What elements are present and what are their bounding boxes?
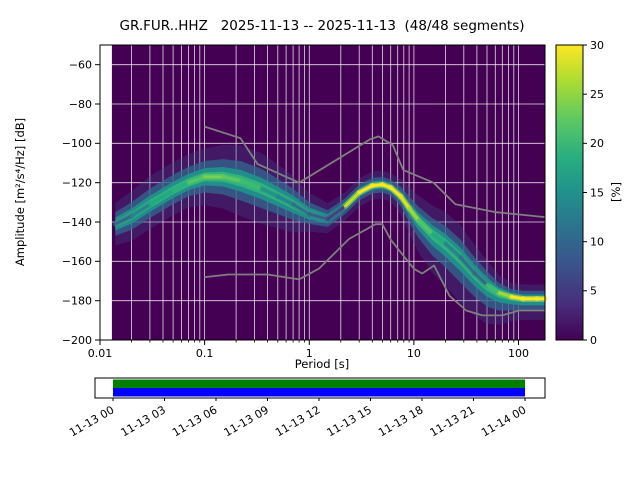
timeline-tick-label: 11-13 00: [67, 403, 116, 439]
low-noise-model-line: [204, 223, 545, 317]
timeline-tick-label: 11-13 09: [222, 403, 271, 439]
psd-mode-line: [221, 175, 242, 182]
timeline-tick-label: 11-13 15: [325, 403, 374, 439]
psd-mode-line: [148, 189, 175, 206]
y-tick-label: −100: [62, 137, 92, 150]
y-tick-label: −200: [62, 334, 92, 347]
x-tick-label: 0.1: [196, 347, 214, 360]
y-tick-label: −140: [62, 216, 92, 229]
x-tick-label: 0.01: [88, 347, 113, 360]
psd-mode-line: [370, 183, 384, 187]
colorbar-tick-label: 10: [590, 236, 604, 249]
colorbar: [555, 44, 584, 341]
psd-mode-line: [260, 187, 280, 198]
psd-mode-line: [326, 205, 347, 221]
psd-mode-line: [130, 203, 152, 218]
timeline-tick-label: 11-13 06: [170, 403, 219, 439]
plot-border: [99, 44, 546, 341]
psd-mode-line: [444, 242, 463, 259]
psd-mode-line: [416, 218, 434, 236]
high-noise-model-line: [204, 125, 546, 218]
psd-mode-line: [430, 232, 447, 245]
y-axis-label: Amplitude [m²/s⁴/Hz] [dB]: [13, 118, 27, 266]
psd-mode-line: [276, 195, 295, 206]
psd-mode-line: [357, 184, 374, 194]
plot-dynamic-content: 0.01 0.1 1 10 100−200−180−160−140−120−100−80…: [62, 39, 604, 440]
psd-mode-line: [291, 203, 311, 216]
y-tick-label: −60: [69, 59, 92, 72]
psd-mode-line: [399, 195, 411, 210]
psd-mode-line: [187, 175, 206, 184]
colorbar-tick-label: 15: [590, 186, 604, 199]
y-tick-label: −80: [69, 98, 92, 111]
psd-mode-line: [497, 291, 513, 299]
x-tick-label: 1: [306, 347, 313, 360]
psd-mode-line: [114, 214, 133, 226]
psd-mode-line: [307, 212, 330, 221]
timeline-tick-label: 11-13 03: [119, 403, 168, 439]
psd-mode-line: [407, 206, 420, 222]
timeline-tick-label: 11-13 18: [376, 403, 425, 439]
chart-title: GR.FUR..HHZ 2025-11-13 -- 2025-11-13 (48…: [120, 18, 525, 34]
colorbar-tick-label: 0: [590, 334, 597, 347]
psd-mode-line: [381, 183, 393, 189]
x-axis-label: Period [s]: [295, 357, 349, 371]
psd-mode-line: [239, 179, 263, 190]
psd-mode-line: [485, 283, 501, 295]
x-tick-label: 100: [508, 347, 529, 360]
colorbar-tick-label: 5: [590, 285, 597, 298]
colorbar-tick-label: 25: [590, 88, 604, 101]
y-tick-label: −180: [62, 295, 92, 308]
timeline-tick-label: 11-13 12: [273, 403, 322, 439]
timeline-coverage-bar-bottom: [113, 388, 525, 397]
colorbar-tick-label: 30: [590, 39, 604, 52]
psd-mode-line: [509, 295, 525, 301]
timeline-coverage-bar-top: [113, 379, 525, 388]
timeline-tick-label: 11-14 00: [479, 403, 528, 439]
colorbar-label: [%]: [609, 182, 623, 202]
psd-mode-line: [473, 271, 489, 287]
x-tick-label: 10: [407, 347, 421, 360]
psd-mode-line: [343, 191, 361, 208]
psd-mode-line: [171, 181, 190, 192]
y-tick-label: −160: [62, 255, 92, 268]
timeline-tick-label: 11-13 21: [428, 403, 477, 439]
psd-mode-line: [459, 256, 476, 275]
y-tick-label: −120: [62, 177, 92, 190]
colorbar-tick-label: 20: [590, 137, 604, 150]
psd-mode-line: [389, 186, 403, 198]
